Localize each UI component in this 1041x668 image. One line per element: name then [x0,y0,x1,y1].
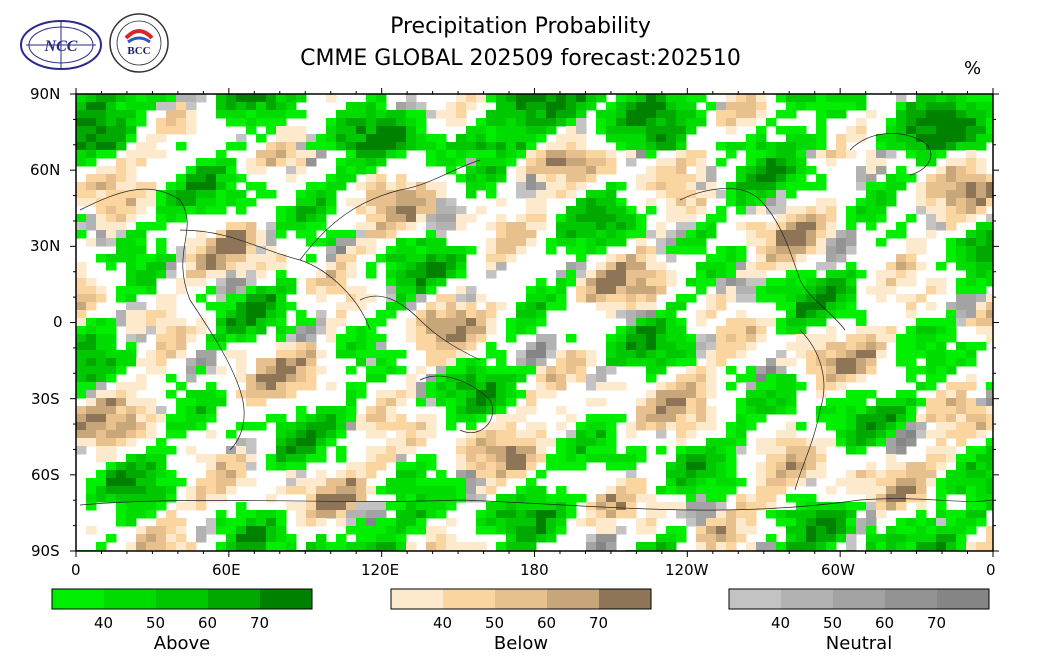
lat-tick-label: 60S [31,466,60,484]
lat-tick-label: 30N [30,237,61,255]
below-tick-label: 70 [589,614,609,632]
above-tick-label: 40 [94,614,114,632]
lon-tick-label: 0 [986,561,996,579]
map-subtitle: CMME GLOBAL 202509 forecast:202510 [300,46,741,71]
colorbar-frame [51,588,313,610]
above-tick-label: 50 [146,614,166,632]
ncc-logo-text: NCC [44,38,78,55]
colorbar-segment [599,589,651,609]
lat-tick-label: 90N [30,85,61,103]
lat-tick-label: 60N [30,161,61,179]
colorbar-frame [728,588,990,610]
lat-tick-label: 30S [31,390,60,408]
above-tick-label: 70 [250,614,270,632]
colorbar-segment [495,589,547,609]
colorbar-segment [781,589,833,609]
coastlines [79,133,993,511]
neutral-tick-label: 50 [823,614,843,632]
colorbar-segment [547,589,599,609]
colorbar-segment [52,589,104,609]
colorbar-frame [390,588,652,610]
below-tick-label: 50 [485,614,505,632]
colorbar-segment [156,589,208,609]
lon-tick-label: 120E [361,561,400,579]
neutral-tick-label: 60 [875,614,895,632]
colorbar-segment [260,589,312,609]
colorbar-segment [729,589,781,609]
unit-label: % [964,58,982,79]
colorbar-neutral [728,588,990,610]
colorbar-above [51,588,313,610]
below-tick-label: 60 [537,614,557,632]
colorbar-segment [937,589,989,609]
colorbar-segment [208,589,260,609]
ncc-logo: NCC [20,20,102,70]
lon-tick-label: 120W [665,561,709,579]
colorbar-segment [391,589,443,609]
below-tick-label: 40 [433,614,453,632]
colorbar-segment [443,589,495,609]
colorbar-below [390,588,652,610]
neutral-title: Neutral [825,633,893,654]
above-title: Above [153,633,211,654]
map-title: Precipitation Probability [390,14,651,39]
lat-tick-label: 90S [31,542,60,560]
lon-tick-label: 60E [212,561,241,579]
lon-tick-label: 60W [821,561,855,579]
lon-tick-label: 180 [520,561,549,579]
below-title: Below [493,633,549,654]
colorbars [51,588,990,610]
above-tick-label: 60 [198,614,218,632]
colorbar-segment [833,589,885,609]
neutral-tick-label: 70 [927,614,947,632]
colorbar-segment [104,589,156,609]
neutral-tick-label: 40 [771,614,791,632]
probability-field [76,94,993,551]
bcc-logo-text: BCC [127,45,150,57]
lat-tick-label: 0 [53,313,63,331]
lon-tick-label: 0 [71,561,81,579]
colorbar-segment [885,589,937,609]
map-panel [70,88,999,557]
bcc-logo: BCC [109,13,169,73]
